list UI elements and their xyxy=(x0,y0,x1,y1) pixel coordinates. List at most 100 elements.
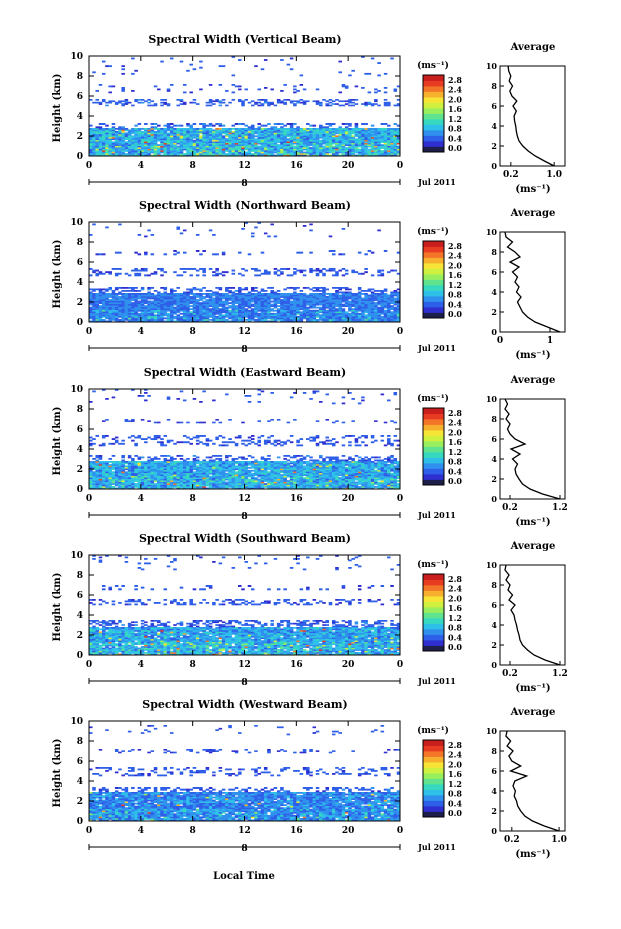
heatmap-cell xyxy=(137,151,142,154)
heatmap-cell xyxy=(383,141,388,144)
heatmap-cell xyxy=(202,315,206,318)
heatmap-cell xyxy=(228,138,232,141)
colorbar-swatch xyxy=(423,252,444,258)
heatmap-cell xyxy=(267,128,271,130)
heatmap-cell xyxy=(280,480,284,482)
heatmap-cell xyxy=(257,294,261,297)
heatmap-cell xyxy=(247,296,252,298)
heatmap-cell xyxy=(309,484,313,487)
heatmap-cell xyxy=(302,296,307,298)
heatmap-cell xyxy=(374,481,378,484)
heatmap-cell xyxy=(387,271,391,274)
heatmap-cell xyxy=(92,317,96,320)
heatmap-cell xyxy=(241,132,245,135)
heatmap-cell xyxy=(111,299,116,301)
heatmap-cell xyxy=(293,291,297,294)
heatmap-cell xyxy=(163,299,168,301)
heatmap-cell xyxy=(225,293,229,295)
heatmap-cell xyxy=(121,130,125,133)
heatmap-cell xyxy=(225,130,229,133)
heatmap-cell xyxy=(169,128,174,130)
heatmap-cell xyxy=(244,129,249,132)
heatmap-cell xyxy=(241,136,245,139)
heatmap-cell xyxy=(354,296,359,298)
heatmap-cell xyxy=(215,100,219,103)
heatmap-cell xyxy=(283,141,287,144)
heatmap-cell xyxy=(322,311,326,314)
heatmap-cell xyxy=(338,315,342,318)
heatmap-cell xyxy=(289,147,294,149)
heatmap-cell xyxy=(244,142,249,145)
heatmap-cell xyxy=(153,148,158,151)
heatmap-cell xyxy=(212,314,216,317)
heatmap-cell xyxy=(283,300,287,303)
heatmap-cell xyxy=(105,129,109,132)
heatmap-cell xyxy=(153,132,158,135)
heatmap-cell xyxy=(357,309,362,312)
heatmap-cell xyxy=(114,135,119,138)
heatmap-cell xyxy=(270,287,274,289)
heatmap-cell xyxy=(374,293,378,295)
heatmap-cell xyxy=(280,483,284,485)
heatmap-cell xyxy=(328,484,333,487)
heatmap-cell xyxy=(238,99,242,101)
heatmap-cell xyxy=(286,300,291,303)
heatmap-cell xyxy=(351,138,355,141)
heatmap-cell xyxy=(335,103,339,105)
heatmap-cell xyxy=(331,303,336,306)
heatmap-cell xyxy=(124,101,129,104)
heatmap-cell xyxy=(348,153,352,155)
heatmap-cell xyxy=(393,293,398,295)
heatmap-cell xyxy=(228,147,232,149)
heatmap-cell xyxy=(247,309,252,312)
heatmap-cell xyxy=(322,320,326,323)
heatmap-cell xyxy=(231,306,236,309)
heatmap-cell xyxy=(383,481,388,484)
heatmap-cell xyxy=(101,483,106,485)
heatmap-cell xyxy=(114,144,119,146)
heatmap-cell xyxy=(111,291,116,294)
heatmap-cell xyxy=(108,139,112,142)
heatmap-cell xyxy=(380,123,385,125)
heatmap-cell xyxy=(361,303,365,306)
heatmap-cell xyxy=(153,150,158,152)
heatmap-cell xyxy=(218,84,223,86)
heatmap-cell xyxy=(173,315,177,318)
heatmap-cell xyxy=(160,302,164,304)
heatmap-cell xyxy=(189,299,193,301)
heatmap-cell xyxy=(344,141,349,144)
heatmap-cell xyxy=(173,144,177,146)
heatmap-cell xyxy=(370,303,375,306)
heatmap-cell xyxy=(195,139,200,142)
heatmap-cell xyxy=(390,128,394,130)
heatmap-cell xyxy=(218,104,223,107)
heatmap-cell xyxy=(341,132,346,135)
heatmap-cell xyxy=(354,130,359,133)
heatmap-cell xyxy=(260,315,265,318)
heatmap-cell xyxy=(315,484,320,487)
heatmap-cell xyxy=(189,142,193,145)
heatmap-cell xyxy=(199,253,203,256)
heatmap-cell xyxy=(182,293,187,295)
heatmap-cell xyxy=(348,141,352,144)
heatmap-cell xyxy=(270,317,274,320)
heatmap-cell xyxy=(341,144,346,146)
heatmap-cell xyxy=(341,151,346,154)
heatmap-cell xyxy=(189,130,193,133)
heatmap-cell xyxy=(396,150,401,152)
heatmap-cell xyxy=(383,293,388,295)
heatmap-cell xyxy=(101,291,106,294)
heatmap-cell xyxy=(293,153,297,155)
heatmap-cell xyxy=(150,311,155,314)
heatmap-cell xyxy=(361,128,365,130)
colorbar-swatch xyxy=(423,241,444,247)
heatmap-cell xyxy=(137,480,142,482)
heatmap-cell xyxy=(309,130,313,133)
heatmap-cell xyxy=(267,129,271,132)
heatmap-cell xyxy=(247,314,252,317)
heatmap-cell xyxy=(95,478,100,481)
heatmap-cell xyxy=(231,145,236,148)
heatmap-cell xyxy=(176,132,181,135)
heatmap-cell xyxy=(131,312,135,315)
